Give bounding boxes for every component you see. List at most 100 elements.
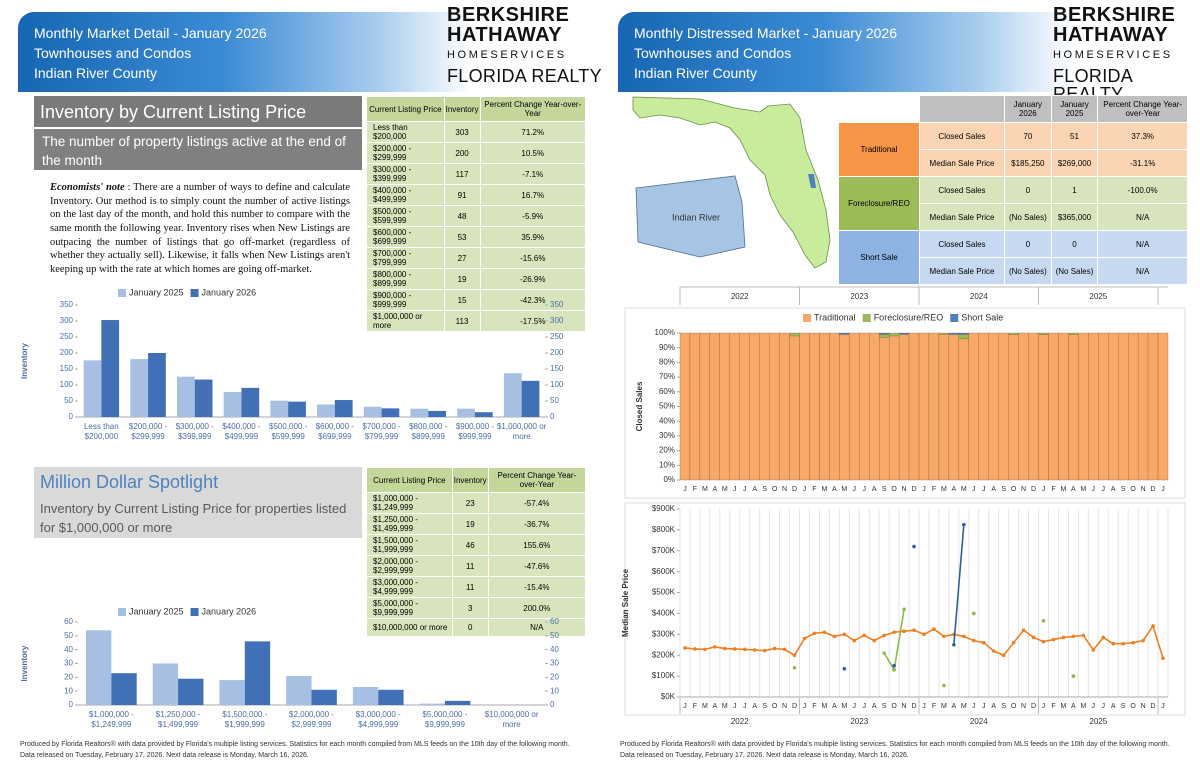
y-tick-label: 20 <box>550 672 559 681</box>
bar <box>219 680 245 705</box>
x-tick-label: A <box>872 703 877 710</box>
x-tick-label: J <box>922 703 926 710</box>
bar-segment <box>1008 332 1019 335</box>
y-tick-label: 30 <box>550 659 559 668</box>
bar-segment <box>938 332 950 335</box>
point <box>842 667 847 671</box>
value-cell: 155.6% <box>487 534 587 556</box>
bar-segment <box>829 332 840 481</box>
x-tick-label: J <box>743 703 747 710</box>
section-title: Inventory by Current Listing Price <box>34 96 362 129</box>
x-tick-label: $9,999,999 <box>425 720 466 729</box>
y-tick-label: 70% <box>659 372 675 381</box>
column-header: Percent Change Year-over-Year <box>487 467 587 493</box>
table-row: $500,000 - $599,999 48 -5.9% <box>366 205 587 227</box>
y-tick-label: 300 <box>60 316 74 325</box>
y-tick-label: 350 <box>550 300 564 309</box>
logo-text: HATHAWAY <box>1053 24 1169 46</box>
bar-segment <box>719 332 730 481</box>
x-tick-label: D <box>912 486 917 493</box>
footer-line: Produced by Florida Realtors® with data … <box>20 741 570 748</box>
label-cell: Closed Sales <box>919 122 1005 150</box>
x-tick-label: $300,000 - <box>176 422 215 431</box>
x-tick-label: M <box>821 703 827 710</box>
x-tick-label: J <box>1102 486 1106 493</box>
x-tick-label: F <box>812 703 816 710</box>
label-cell: $900,000 - $999,999 <box>366 289 445 311</box>
bar <box>521 380 540 417</box>
x-tick-label: $900,000 - <box>456 422 495 431</box>
x-tick-label: N <box>1021 486 1026 493</box>
x-tick-label: $699,999 <box>318 432 352 441</box>
bar-segment <box>1157 332 1169 481</box>
value-cell: -57.4% <box>487 492 587 514</box>
value-cell: 70 <box>1004 122 1052 150</box>
x-tick-label: S <box>762 703 767 710</box>
x-tick-label: D <box>792 703 797 710</box>
table-row: $1,250,000 - $1,499,999 19 -36.7% <box>366 513 587 535</box>
x-tick-label: D <box>1031 703 1036 710</box>
value-cell: -26.9% <box>479 268 587 290</box>
x-tick-label: $2,999,999 <box>291 720 332 729</box>
header-line: Monthly Market Detail - January 2026 <box>34 25 267 41</box>
x-tick-label: N <box>782 486 787 493</box>
y-tick-label: 80% <box>659 358 675 367</box>
point <box>892 663 896 668</box>
x-tick-label: $599,999 <box>271 432 305 441</box>
value-cell: $185,250 <box>1004 149 1052 177</box>
y-tick-label: 100 <box>550 380 564 389</box>
bar-segment <box>759 332 770 481</box>
value-cell: N/A <box>487 618 587 637</box>
y-tick-label: 30% <box>659 431 675 440</box>
state-shape <box>632 96 831 269</box>
data-table: January 2026 January 2025 Percent Change Y… <box>838 95 1188 285</box>
chart-frame <box>624 307 1186 499</box>
x-tick-label: D <box>1151 703 1156 710</box>
value-cell: 0 <box>451 618 489 637</box>
label-cell: $2,000,000 - $2,999,999 <box>366 555 453 577</box>
x-tick-label: S <box>1121 486 1126 493</box>
x-tick-label: J <box>1161 486 1165 493</box>
bar-segment <box>1028 332 1039 481</box>
x-tick-label: J <box>853 486 857 493</box>
x-tick-label: O <box>1011 703 1017 710</box>
year-label: 2022 <box>731 717 749 726</box>
series-line <box>953 524 965 645</box>
bar <box>244 641 271 705</box>
table-row: Less than $200,000 303 71.2% <box>366 121 587 143</box>
bar-segment <box>1008 334 1019 481</box>
group-cell: Foreclosure/REO <box>838 176 920 231</box>
value-cell: 200 <box>443 142 481 164</box>
legend-swatch <box>190 608 199 616</box>
x-tick-label: J <box>982 703 986 710</box>
logo-text: HOMESERVICES <box>1053 49 1173 61</box>
column-header: January 2025 <box>1050 95 1099 123</box>
table-row: Traditional Closed Sales 70 51 37.3% <box>838 122 1188 177</box>
x-tick-label: A <box>752 486 757 493</box>
x-tick-label: D <box>912 703 917 710</box>
x-tick-label: more <box>513 432 532 441</box>
point <box>1071 674 1076 678</box>
value-cell: 0 <box>1050 230 1099 258</box>
bar <box>410 408 429 417</box>
value-cell: 23 <box>451 492 489 514</box>
bar-segment <box>799 332 810 481</box>
bar-segment <box>879 337 890 481</box>
column-header: Percent Change Year-over-Year <box>1097 95 1188 123</box>
y-tick-label: 0 <box>550 700 555 709</box>
bar-segment <box>879 334 890 338</box>
x-tick-label: M <box>1080 703 1086 710</box>
footer-line: Produced by Florida Realtors® with data … <box>620 741 1170 748</box>
label-cell: $300,000 - $399,999 <box>366 163 445 185</box>
bar-segment <box>888 335 900 481</box>
year-label: 2022 <box>731 292 749 301</box>
x-tick-label: F <box>693 703 697 710</box>
x-tick-label: J <box>972 703 976 710</box>
map-label: Indian River <box>672 212 720 222</box>
bar-segment <box>859 332 870 481</box>
y-tick-label: 100 <box>60 380 74 389</box>
value-cell: 16.7% <box>479 184 587 206</box>
value-cell: 10.5% <box>479 142 587 164</box>
value-cell: -47.6% <box>487 555 587 577</box>
value-cell: $365,000 <box>1050 203 1099 231</box>
